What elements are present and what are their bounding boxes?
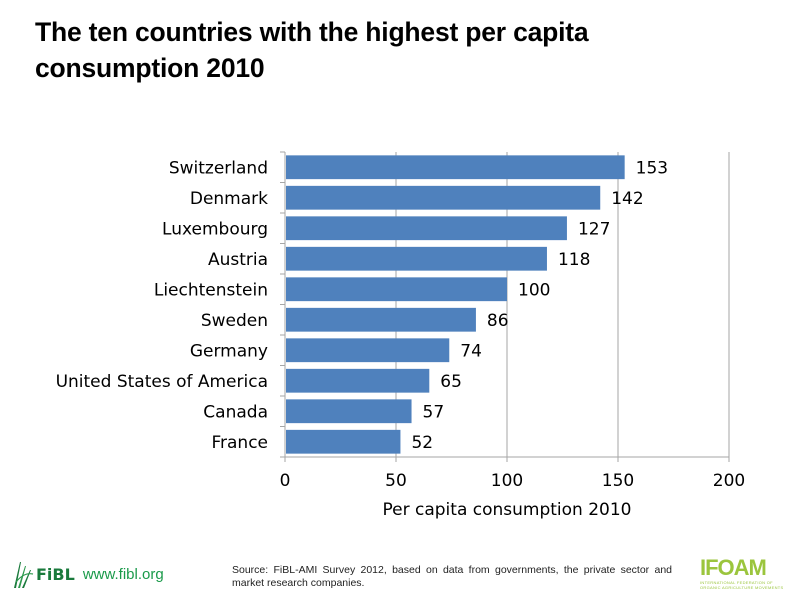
value-label: 74	[460, 341, 482, 361]
bar	[286, 216, 567, 241]
bar	[286, 155, 625, 180]
value-label: 57	[423, 402, 445, 422]
category-label: Denmark	[190, 189, 268, 209]
bar	[286, 429, 401, 454]
x-tick-label: 200	[713, 471, 745, 491]
fibl-logo: FiBL www.fibl.org	[12, 556, 164, 592]
x-tick-label: 0	[280, 471, 291, 491]
bar	[286, 307, 476, 332]
category-label: United States of America	[56, 372, 268, 392]
bar	[286, 277, 507, 302]
source-note: Source: FiBL-AMI Survey 2012, based on d…	[232, 564, 672, 589]
category-label: Liechtenstein	[154, 280, 268, 300]
x-tick-label: 50	[385, 471, 407, 491]
fibl-leaf-icon	[14, 562, 34, 588]
bar-chart: Switzerland Denmark Luxembourg Austria Liech…	[56, 151, 746, 520]
category-label: Switzerland	[169, 158, 268, 178]
category-label: Canada	[203, 402, 268, 422]
bar	[286, 399, 412, 424]
category-label: France	[211, 433, 268, 453]
category-label: Luxembourg	[162, 219, 268, 239]
fibl-logo-text: FiBL	[36, 564, 75, 584]
category-label: Austria	[208, 250, 268, 270]
bar	[286, 368, 430, 393]
bar	[286, 185, 601, 210]
category-labels: Switzerland Denmark Luxembourg Austria Liech…	[56, 158, 269, 453]
bar	[286, 246, 547, 271]
value-label: 127	[578, 219, 610, 239]
bar	[286, 338, 450, 363]
x-axis-title: Per capita consumption 2010	[383, 500, 632, 520]
ifoam-logo-text: IFOAM	[700, 555, 767, 580]
value-label: 65	[440, 372, 462, 392]
value-label: 118	[558, 250, 590, 270]
fibl-url-link[interactable]: www.fibl.org	[82, 565, 164, 583]
x-tick-labels: 0 50 100 150 200	[280, 471, 746, 491]
x-tick-label: 100	[491, 471, 523, 491]
category-label: Germany	[190, 341, 268, 361]
x-tick-label: 150	[602, 471, 634, 491]
value-label: 100	[518, 280, 550, 300]
axes	[280, 151, 730, 462]
category-label: Sweden	[201, 311, 268, 331]
ifoam-logo: IFOAM INTERNATIONAL FEDERATION OF ORGANI…	[700, 555, 790, 591]
value-label: 153	[636, 158, 668, 178]
value-label: 52	[411, 433, 433, 453]
value-label: 142	[611, 189, 643, 209]
ifoam-subtitle: INTERNATIONAL FEDERATION OF ORGANIC AGRI…	[700, 580, 784, 590]
bars	[286, 155, 625, 454]
value-label: 86	[487, 311, 509, 331]
chart-title: The ten countries with the highest per c…	[35, 17, 589, 83]
